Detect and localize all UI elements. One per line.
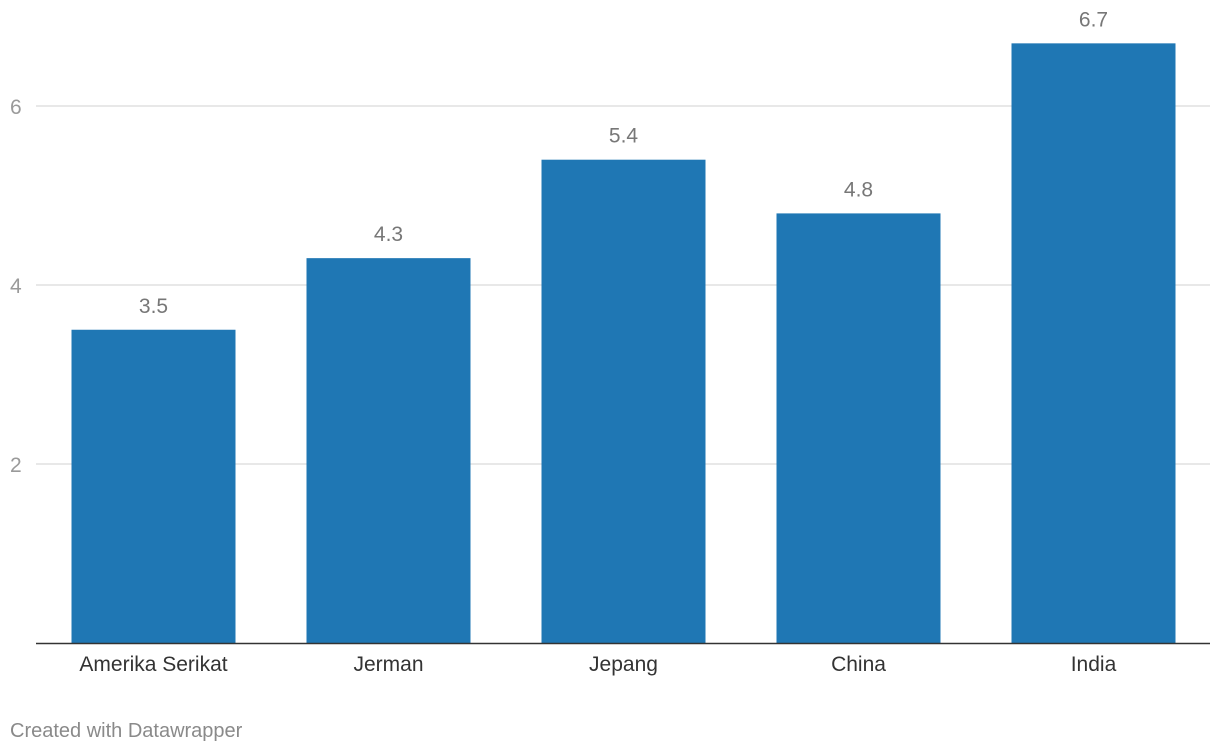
x-tick-label: Amerika Serikat (79, 653, 227, 676)
x-tick-label: Jerman (353, 653, 423, 676)
bar (71, 329, 236, 643)
bars (71, 43, 1176, 644)
bar-value-label: 5.4 (609, 125, 639, 148)
y-axis-ticks: 2 4 6 (10, 96, 22, 477)
footer-credit: Created with Datawrapper (10, 720, 243, 742)
bar-value-label: 6.7 (1079, 8, 1108, 31)
bar-value-label: 4.8 (844, 178, 873, 201)
bar-value-label: 3.5 (139, 295, 168, 318)
y-tick-label: 2 (10, 454, 22, 477)
y-tick-label: 4 (10, 275, 22, 298)
bar (776, 213, 941, 643)
x-tick-label: China (831, 653, 886, 676)
x-tick-label: Jepang (589, 653, 658, 676)
x-axis-labels: Amerika Serikat Jerman Jepang China India (79, 653, 1116, 676)
bar (306, 258, 471, 643)
x-tick-label: India (1071, 653, 1117, 676)
bar (1011, 43, 1176, 644)
value-labels: 3.5 4.3 5.4 4.8 6.7 (139, 8, 1108, 317)
bar-chart: 2 4 6 3.5 4.3 5.4 4.8 6.7 Amerika Serikat Jerma… (10, 8, 1210, 676)
y-tick-label: 6 (10, 96, 22, 119)
bar (541, 159, 706, 643)
bar-value-label: 4.3 (374, 223, 403, 246)
